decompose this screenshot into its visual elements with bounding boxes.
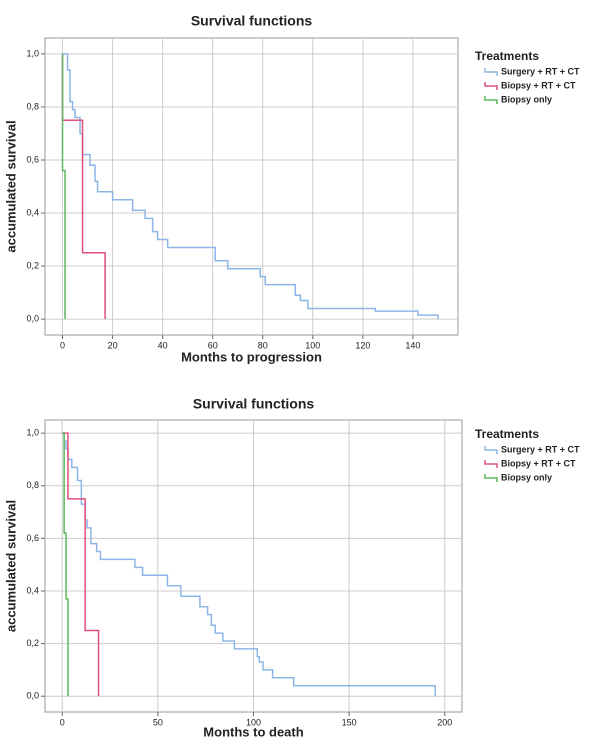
x-tick-label: 0 bbox=[60, 717, 65, 727]
legend-label: Surgery + RT + CT bbox=[501, 444, 580, 454]
x-tick-label: 60 bbox=[208, 340, 218, 350]
y-tick-label: 0,4 bbox=[26, 207, 39, 217]
plot-area bbox=[44, 37, 459, 336]
x-tick-label: 0 bbox=[60, 340, 65, 350]
legend-label: Biopsy only bbox=[501, 94, 552, 104]
legend-label: Surgery + RT + CT bbox=[501, 66, 580, 76]
x-tick-label: 140 bbox=[405, 340, 420, 350]
y-tick-label: 0,2 bbox=[26, 638, 39, 648]
y-tick-label: 0,4 bbox=[26, 585, 39, 595]
legend-title: Treatments bbox=[475, 49, 539, 63]
x-tick-label: 40 bbox=[158, 340, 168, 350]
x-tick-label: 200 bbox=[437, 717, 452, 727]
x-tick-label: 50 bbox=[153, 717, 163, 727]
legend-swatch bbox=[484, 96, 498, 104]
y-tick-label: 0,0 bbox=[26, 691, 39, 701]
x-axis-label: Months to death bbox=[203, 724, 303, 739]
survival-curve bbox=[62, 432, 436, 697]
legend-title: Treatments bbox=[475, 427, 539, 441]
legend-swatch bbox=[484, 446, 498, 454]
x-tick-label: 20 bbox=[108, 340, 118, 350]
y-tick-label: 0,8 bbox=[26, 480, 39, 490]
legend-swatch bbox=[484, 474, 498, 482]
y-tick-label: 1,0 bbox=[26, 48, 39, 58]
y-tick-label: 0,6 bbox=[26, 533, 39, 543]
survival-curve bbox=[62, 53, 439, 320]
survival-curve bbox=[62, 432, 69, 697]
legend-label: Biopsy only bbox=[501, 472, 552, 482]
chart-title: Survival functions bbox=[193, 396, 315, 412]
x-tick-label: 100 bbox=[305, 340, 320, 350]
y-tick-label: 1,0 bbox=[26, 428, 39, 438]
chart-title: Survival functions bbox=[191, 13, 313, 29]
survival-curve bbox=[62, 432, 100, 697]
x-tick-label: 150 bbox=[342, 717, 357, 727]
legend-label: Biopsy + RT + CT bbox=[501, 80, 576, 90]
x-tick-label: 80 bbox=[258, 340, 268, 350]
legend-swatch bbox=[484, 82, 498, 90]
legend-swatch bbox=[484, 460, 498, 468]
x-tick-label: 120 bbox=[355, 340, 370, 350]
y-tick-label: 0,2 bbox=[26, 260, 39, 270]
y-tick-label: 0,8 bbox=[26, 101, 39, 111]
legend-swatch bbox=[484, 68, 498, 76]
legend-label: Biopsy + RT + CT bbox=[501, 458, 576, 468]
y-axis-label: accumulated survival bbox=[3, 500, 18, 632]
x-tick-label: 100 bbox=[246, 717, 261, 727]
y-axis-label: accumulated survival bbox=[3, 120, 18, 252]
y-tick-label: 0,6 bbox=[26, 154, 39, 164]
survival-curve bbox=[61, 53, 66, 320]
x-axis-label: Months to progression bbox=[181, 349, 322, 364]
y-tick-label: 0,0 bbox=[26, 313, 39, 323]
